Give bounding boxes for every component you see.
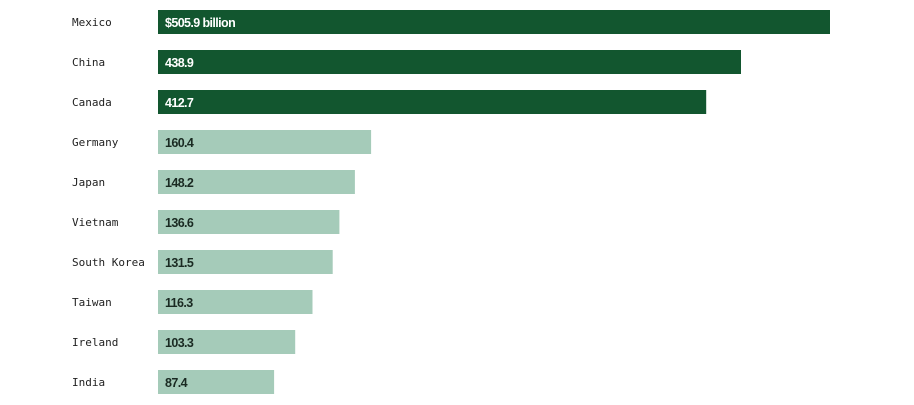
category-label: Canada <box>72 96 112 109</box>
bar-row-vietnam: Vietnam 136.6 <box>72 210 340 234</box>
bar-row-germany: Germany 160.4 <box>72 130 372 154</box>
category-label: Japan <box>72 176 105 189</box>
bar <box>158 50 741 74</box>
bar <box>158 90 707 114</box>
category-label: China <box>72 56 105 69</box>
value-label: 131.5 <box>165 256 194 270</box>
bar-row-india: India 87.4 <box>72 370 275 394</box>
category-label: Germany <box>72 136 119 149</box>
value-label: 438.9 <box>165 56 194 70</box>
bar <box>158 250 333 274</box>
bar-row-ireland: Ireland 103.3 <box>72 330 296 354</box>
value-label: 412.7 <box>165 96 194 110</box>
value-label: $505.9 billion <box>165 16 235 30</box>
value-label: 148.2 <box>165 176 194 190</box>
value-label: 136.6 <box>165 216 194 230</box>
bar-row-china: China 438.9 <box>72 50 741 74</box>
value-label: 103.3 <box>165 336 194 350</box>
category-label: Taiwan <box>72 296 112 309</box>
bar <box>158 130 372 154</box>
bar-row-taiwan: Taiwan 116.3 <box>72 290 313 314</box>
bar-row-mexico: Mexico $505.9 billion <box>72 10 830 34</box>
category-label: Vietnam <box>72 216 119 229</box>
category-label: India <box>72 376 105 389</box>
bar-row-japan: Japan 148.2 <box>72 170 355 194</box>
bar <box>158 370 275 394</box>
value-label: 87.4 <box>165 376 188 390</box>
bar-row-canada: Canada 412.7 <box>72 90 707 114</box>
bar <box>158 170 355 194</box>
category-label: Ireland <box>72 336 118 349</box>
value-label: 116.3 <box>165 296 193 310</box>
bar <box>158 290 313 314</box>
bar <box>158 10 830 34</box>
category-label: South Korea <box>72 256 145 269</box>
bar-row-south-korea: South Korea 131.5 <box>72 250 333 274</box>
category-label: Mexico <box>72 16 112 29</box>
bar <box>158 330 296 354</box>
value-label: 160.4 <box>165 136 194 150</box>
bar <box>158 210 340 234</box>
